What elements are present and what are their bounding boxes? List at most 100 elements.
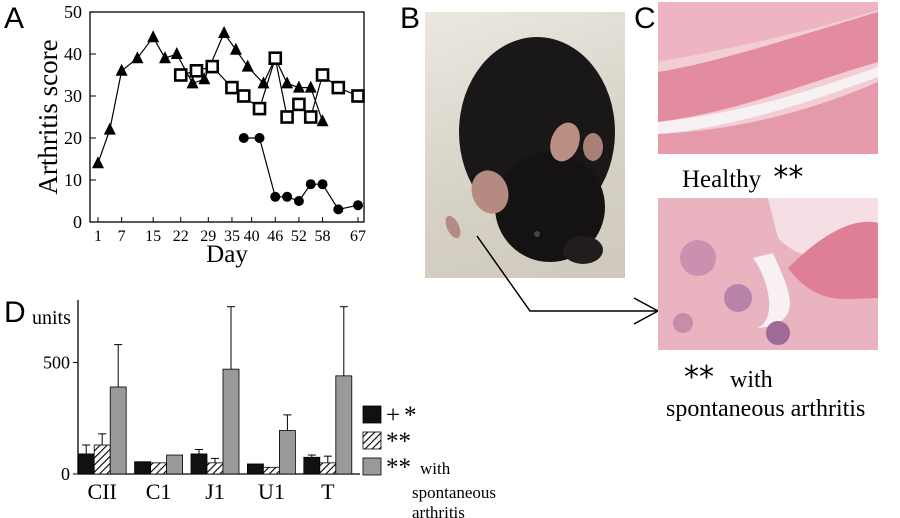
x-tick-label: 52	[291, 228, 307, 245]
x-tick-label: 40	[244, 228, 260, 245]
legend-text-with: with	[420, 459, 451, 478]
x-tick-label: CII	[88, 479, 117, 504]
bar	[93, 444, 111, 475]
panel-label-a: A	[4, 2, 25, 35]
bar	[166, 454, 184, 475]
circle-point	[270, 191, 281, 202]
x-tick-label: T	[321, 479, 335, 504]
x-tick-label: C1	[146, 479, 172, 504]
bar	[319, 462, 337, 475]
y-tick-label: 20	[64, 128, 82, 148]
bar	[190, 453, 208, 475]
square-point	[351, 89, 365, 103]
triangle-point	[186, 76, 199, 89]
histology-bottom-illustration	[658, 198, 878, 350]
legend-swatch	[362, 431, 382, 450]
circle-point	[282, 191, 293, 202]
square-point	[268, 51, 283, 66]
y-axis-units-label: units	[32, 307, 71, 329]
bar	[134, 461, 152, 475]
triangle-point	[103, 122, 116, 135]
y-tick-label: 500	[43, 352, 70, 372]
x-tick-label: 29	[200, 228, 216, 245]
bar	[262, 466, 280, 475]
legend-entry-double-star: **	[386, 428, 411, 455]
triangle-point	[218, 26, 231, 38]
healthy-caption: Healthy **	[682, 163, 803, 193]
circle-point	[353, 200, 363, 211]
legend-text-arthritis: arthritis	[412, 503, 465, 518]
arthritis-caption-with: with	[730, 367, 773, 393]
bar	[150, 462, 168, 475]
square-point	[292, 97, 306, 112]
circle-point	[293, 196, 304, 206]
triangle-point	[281, 76, 294, 89]
panel-label-b: B	[400, 2, 421, 35]
x-tick-label: 58	[315, 228, 331, 245]
triangle-point	[292, 80, 305, 93]
legend-swatch	[362, 405, 382, 424]
circle-point	[238, 133, 249, 143]
y-tick-label: 0	[61, 464, 70, 484]
bar	[335, 375, 353, 475]
arthritis-caption-text: spontaneous arthritis	[666, 396, 866, 422]
y-tick-label: 30	[64, 86, 82, 106]
arthritis-caption-mark: **	[684, 360, 714, 395]
bar	[303, 456, 321, 475]
x-tick-label: 1	[94, 228, 102, 245]
circle-point	[254, 133, 265, 143]
y-tick-label: 40	[64, 44, 82, 64]
y-tick-label: 0	[73, 212, 82, 232]
triangle-point	[198, 72, 211, 85]
triangle-point	[304, 80, 317, 93]
square-point	[280, 110, 294, 124]
y-axis-label: Arthritis score	[33, 39, 63, 194]
triangle-point	[241, 59, 254, 72]
x-tick-label: 7	[118, 228, 126, 245]
triangle-point	[316, 114, 329, 127]
square-point	[303, 110, 318, 124]
square-point	[205, 59, 220, 74]
bar	[109, 386, 127, 475]
healthy-histology-image	[658, 2, 878, 154]
arthritic-histology-image	[658, 198, 878, 350]
legend-text-spontaneous: spontaneous	[412, 483, 496, 502]
legend-entry-star-mark: *	[404, 402, 417, 429]
x-tick-label: 15	[145, 228, 161, 245]
square-point	[252, 101, 267, 116]
x-tick-label: 67	[350, 228, 366, 245]
triangle-point	[131, 51, 144, 64]
square-point	[236, 89, 251, 103]
bar	[206, 462, 224, 475]
circle-point	[333, 204, 344, 215]
x-tick-label: 22	[173, 228, 189, 245]
legend-swatch	[362, 457, 382, 476]
series-line-triangle	[97, 31, 324, 164]
legend-entry-plus-symbol: +	[386, 402, 400, 429]
circle-point	[305, 179, 316, 190]
triangle-point	[170, 47, 183, 59]
x-tick-label: 35	[224, 228, 240, 245]
arthritis-caption: ** with	[684, 360, 773, 396]
y-tick-label: 50	[64, 2, 82, 22]
triangle-point	[147, 30, 160, 43]
bar	[222, 368, 240, 475]
mouse-photo	[425, 12, 625, 278]
healthy-caption-mark: **	[773, 160, 804, 195]
triangle-point	[92, 156, 104, 169]
square-point	[315, 68, 330, 82]
bar	[246, 463, 264, 475]
triangle-point	[115, 63, 128, 76]
x-tick-label: J1	[205, 479, 225, 504]
triangle-point	[229, 42, 242, 55]
healthy-caption-text: Healthy	[682, 166, 762, 193]
legend-entry-double-star-with: **	[386, 454, 411, 481]
square-point	[225, 80, 239, 95]
mouse-illustration	[445, 37, 615, 264]
triangle-point	[158, 51, 171, 64]
square-point	[189, 64, 204, 78]
square-point	[173, 68, 188, 82]
bar	[77, 453, 95, 475]
